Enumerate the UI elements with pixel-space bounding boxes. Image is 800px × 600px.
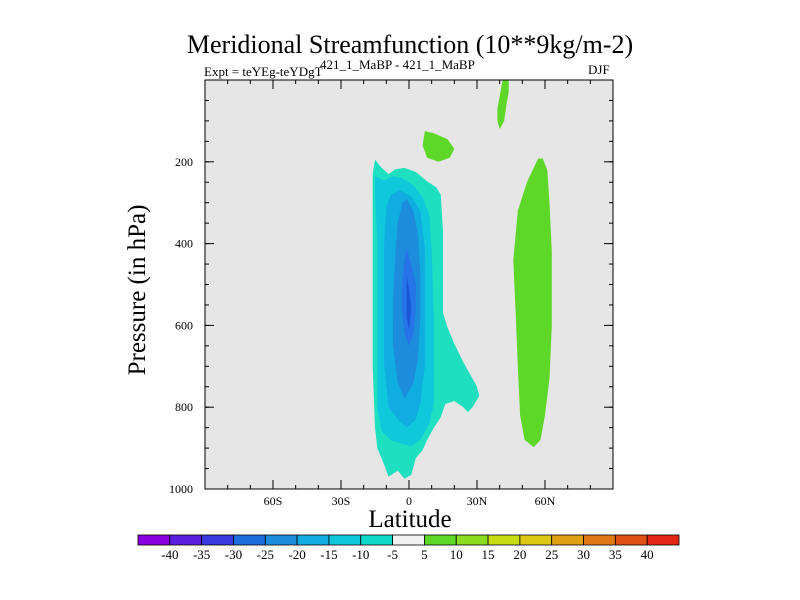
contour-fills — [372, 80, 552, 479]
colorbar-label: -15 — [320, 547, 337, 562]
colorbar-swatch — [583, 534, 616, 546]
colorbar-swatch — [551, 534, 584, 546]
colorbar-label: -30 — [225, 547, 242, 562]
x-tick-label: 60S — [264, 494, 283, 508]
colorbar-label: 5 — [421, 547, 428, 562]
colorbar-swatch — [455, 534, 489, 546]
y-tick-label: 600 — [175, 318, 193, 332]
colorbar-label: 10 — [450, 547, 463, 562]
colorbar-swatch — [169, 534, 203, 546]
season-label: DJF — [588, 62, 610, 77]
colorbar-swatch — [392, 534, 425, 546]
contour-pos-5-top — [497, 80, 509, 130]
colorbar-label: -40 — [161, 547, 178, 562]
colorbar-label: 40 — [641, 547, 654, 562]
y-tick-label: 400 — [175, 237, 193, 251]
colorbar-swatch — [296, 534, 330, 546]
x-tick-label: 30S — [332, 494, 351, 508]
colorbar-label: 15 — [482, 547, 495, 562]
colorbar-label: -20 — [288, 547, 305, 562]
colorbar-swatch — [264, 534, 298, 546]
colorbar-label: -25 — [257, 547, 274, 562]
colorbar-swatch — [328, 534, 362, 546]
colorbar-swatch — [646, 534, 680, 546]
x-tick-label: 30N — [467, 494, 488, 508]
x-tick-label: 0 — [406, 494, 412, 508]
colorbar-label: 30 — [577, 547, 590, 562]
x-tick-label: 60N — [535, 494, 556, 508]
colorbar-swatch — [137, 534, 171, 546]
colorbar-label: 20 — [513, 547, 526, 562]
experiment-label: Expt = teYEg-teYDgT — [204, 64, 323, 79]
contour-neg-30 — [406, 276, 412, 330]
colorbar-swatch — [519, 534, 553, 546]
colorbar-swatch — [233, 534, 266, 546]
colorbar: -40 -35 -30 -25 -20 -15 -10 -5 5 10 15 20 25 30 35 40 — [137, 534, 680, 562]
colorbar-label: -5 — [387, 547, 398, 562]
colorbar-label: -10 — [352, 547, 369, 562]
y-tick-label: 200 — [175, 155, 193, 169]
colorbar-swatch — [614, 534, 648, 546]
colorbar-label: 35 — [609, 547, 622, 562]
colorbar-swatch — [424, 534, 457, 546]
colorbar-swatch — [201, 534, 234, 546]
contour-pos-5-right — [513, 158, 552, 448]
axes: 60S 30S 0 30N 60N 200 400 600 800 1000 — [169, 79, 614, 508]
colorbar-swatch — [487, 534, 521, 546]
colorbar-label: -35 — [193, 547, 210, 562]
y-tick-label: 1000 — [169, 482, 193, 496]
contour-pos-5-blob — [422, 131, 455, 162]
x-axis-title: Latitude — [368, 506, 452, 533]
colorbar-swatch — [360, 534, 393, 546]
chart-title: Meridional Streamfunction (10**9kg/m-2) — [186, 30, 634, 59]
y-tick-label: 800 — [175, 400, 193, 414]
colorbar-label: 25 — [545, 547, 558, 562]
period-label: 421_1_MaBP - 421_1_MaBP — [320, 57, 475, 72]
